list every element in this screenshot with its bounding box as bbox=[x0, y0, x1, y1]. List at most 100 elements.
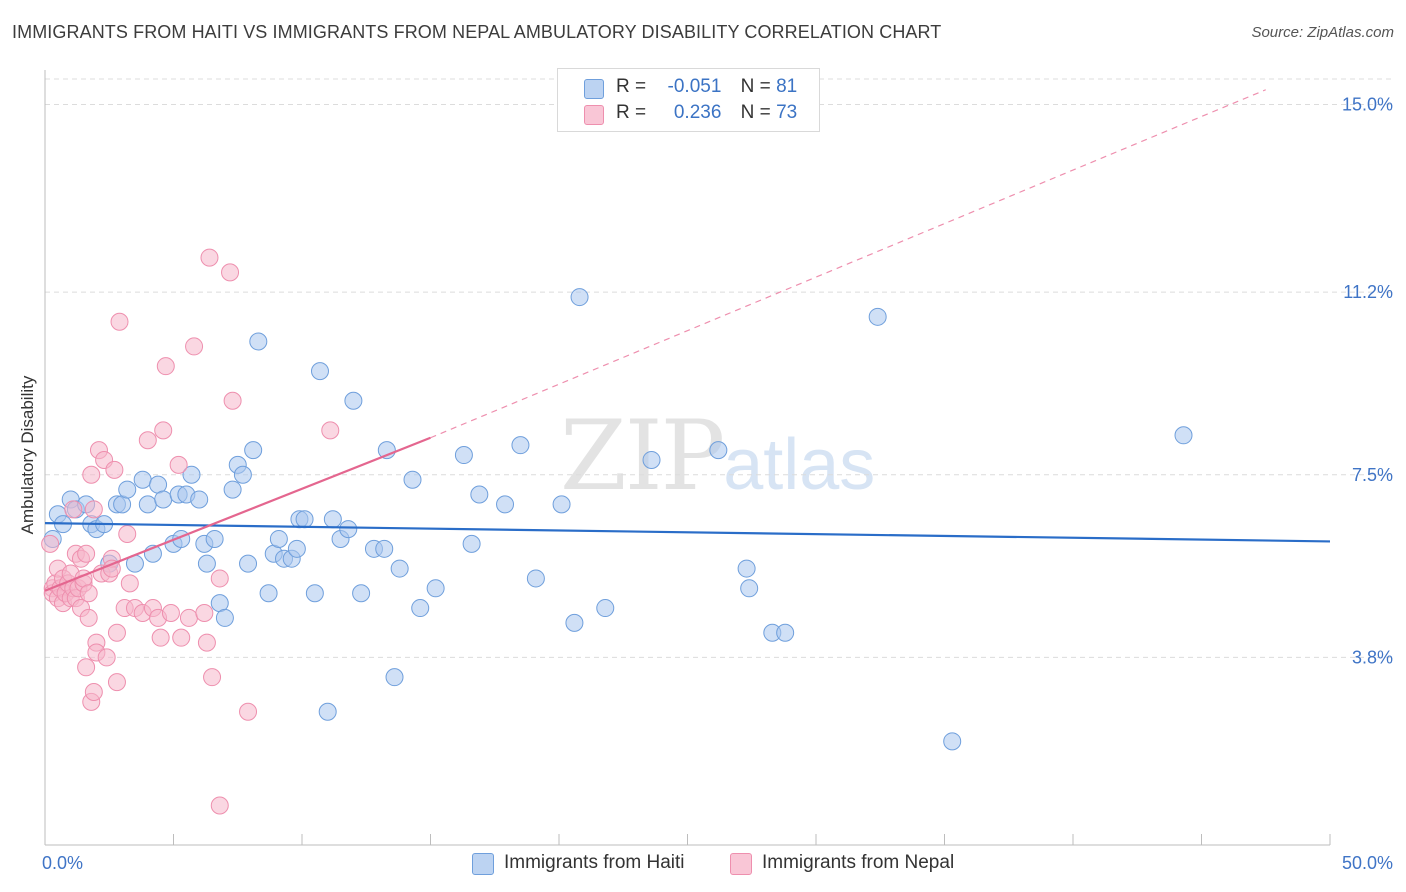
haiti-point-15 bbox=[138, 495, 157, 514]
nepal-n-label: N = bbox=[740, 102, 771, 123]
haiti-point-71 bbox=[709, 441, 728, 460]
haiti-legend-swatch bbox=[472, 853, 494, 875]
nepal-r-label: R = bbox=[616, 102, 647, 123]
y-tick-label-3: 15.0% bbox=[1342, 95, 1393, 115]
haiti-point-65 bbox=[526, 569, 545, 588]
watermark-zip: ZIP bbox=[560, 400, 725, 512]
nepal-point-24 bbox=[79, 584, 98, 603]
nepal-point-29 bbox=[84, 500, 103, 519]
watermark-atlas: atlas bbox=[723, 425, 876, 505]
haiti-point-24 bbox=[190, 490, 209, 509]
chart-title: IMMIGRANTS FROM HAITI VS IMMIGRANTS FROM… bbox=[12, 22, 942, 42]
haiti-trend-line bbox=[44, 522, 1331, 543]
nepal-legend-swatch bbox=[730, 853, 752, 875]
nepal-point-0 bbox=[41, 534, 60, 553]
nepal-point-39 bbox=[105, 460, 124, 479]
nepal-point-28 bbox=[84, 682, 103, 701]
haiti-point-45 bbox=[310, 362, 329, 381]
haiti-point-69 bbox=[596, 599, 615, 618]
haiti-legend-label: Immigrants from Haiti bbox=[504, 852, 685, 873]
haiti-swatch bbox=[584, 79, 604, 99]
haiti-point-44 bbox=[305, 584, 324, 603]
haiti-point-67 bbox=[565, 613, 584, 632]
nepal-point-58 bbox=[185, 337, 204, 356]
nepal-point-25 bbox=[79, 608, 98, 627]
nepal-point-51 bbox=[151, 628, 170, 647]
haiti-n-value: 81 bbox=[776, 76, 798, 97]
nepal-point-68 bbox=[321, 421, 340, 440]
haiti-point-30 bbox=[223, 480, 242, 499]
haiti-point-68 bbox=[570, 288, 589, 307]
watermark: ZIPatlas bbox=[560, 400, 875, 512]
nepal-point-53 bbox=[156, 357, 175, 376]
nepal-point-54 bbox=[161, 603, 180, 622]
haiti-point-77 bbox=[943, 732, 962, 751]
nepal-point-62 bbox=[203, 668, 222, 687]
haiti-point-14 bbox=[133, 470, 152, 489]
haiti-point-12 bbox=[118, 480, 137, 499]
haiti-point-78 bbox=[1174, 426, 1193, 445]
y-axis-label: Ambulatory Disability bbox=[18, 375, 37, 535]
nepal-point-64 bbox=[210, 569, 229, 588]
nepal-point-40 bbox=[107, 673, 126, 692]
haiti-point-34 bbox=[244, 441, 263, 460]
haiti-point-61 bbox=[462, 534, 481, 553]
haiti-point-18 bbox=[154, 490, 173, 509]
haiti-point-43 bbox=[295, 510, 314, 529]
nepal-point-65 bbox=[221, 263, 240, 282]
haiti-point-35 bbox=[249, 332, 268, 351]
y-tick-label-1: 7.5% bbox=[1352, 465, 1393, 485]
nepal-n-value: 73 bbox=[776, 102, 798, 123]
haiti-point-70 bbox=[642, 450, 661, 469]
nepal-point-44 bbox=[118, 525, 137, 544]
haiti-point-46 bbox=[318, 702, 337, 721]
haiti-point-50 bbox=[344, 391, 363, 410]
haiti-point-29 bbox=[215, 608, 234, 627]
haiti-point-32 bbox=[233, 465, 252, 484]
nepal-point-59 bbox=[195, 603, 214, 622]
nepal-trend-extension bbox=[430, 89, 1266, 439]
nepal-point-45 bbox=[120, 574, 139, 593]
nepal-point-63 bbox=[210, 796, 229, 815]
nepal-point-60 bbox=[197, 633, 216, 652]
nepal-point-27 bbox=[82, 465, 101, 484]
correlation-legend: R = -0.051 N = 81 R = 0.236 N = 73 bbox=[557, 68, 820, 132]
haiti-point-58 bbox=[411, 599, 430, 618]
nepal-point-48 bbox=[138, 431, 157, 450]
source-label: Source: ZipAtlas.com bbox=[1251, 24, 1394, 41]
haiti-point-62 bbox=[470, 485, 489, 504]
haiti-point-73 bbox=[740, 579, 759, 598]
legend-haiti-text: R = -0.051 N = 81 bbox=[616, 76, 797, 98]
haiti-point-56 bbox=[390, 559, 409, 578]
nepal-swatch bbox=[584, 105, 604, 125]
haiti-point-63 bbox=[496, 495, 515, 514]
nepal-point-41 bbox=[107, 623, 126, 642]
nepal-point-57 bbox=[179, 608, 198, 627]
haiti-point-47 bbox=[323, 510, 342, 529]
haiti-point-75 bbox=[776, 623, 795, 642]
x-tick-label-0: 0.0% bbox=[42, 853, 83, 873]
nepal-point-35 bbox=[97, 648, 116, 667]
nepal-point-55 bbox=[169, 455, 188, 474]
haiti-point-60 bbox=[454, 446, 473, 465]
nepal-point-42 bbox=[110, 312, 129, 331]
nepal-point-22 bbox=[77, 544, 96, 563]
haiti-point-33 bbox=[239, 554, 258, 573]
haiti-point-53 bbox=[375, 539, 394, 558]
haiti-point-55 bbox=[385, 668, 404, 687]
haiti-r-label: R = bbox=[616, 76, 647, 97]
haiti-point-49 bbox=[339, 520, 358, 539]
nepal-point-14 bbox=[64, 500, 83, 519]
nepal-legend-label: Immigrants from Nepal bbox=[762, 852, 955, 873]
nepal-point-56 bbox=[172, 628, 191, 647]
nepal-point-61 bbox=[200, 248, 219, 267]
haiti-point-26 bbox=[197, 554, 216, 573]
y-tick-label-2: 11.2% bbox=[1343, 282, 1393, 302]
nepal-point-52 bbox=[154, 421, 173, 440]
haiti-point-72 bbox=[737, 559, 756, 578]
haiti-point-51 bbox=[352, 584, 371, 603]
haiti-n-label: N = bbox=[740, 76, 771, 97]
haiti-point-41 bbox=[287, 539, 306, 558]
haiti-point-36 bbox=[259, 584, 278, 603]
haiti-point-57 bbox=[403, 470, 422, 489]
